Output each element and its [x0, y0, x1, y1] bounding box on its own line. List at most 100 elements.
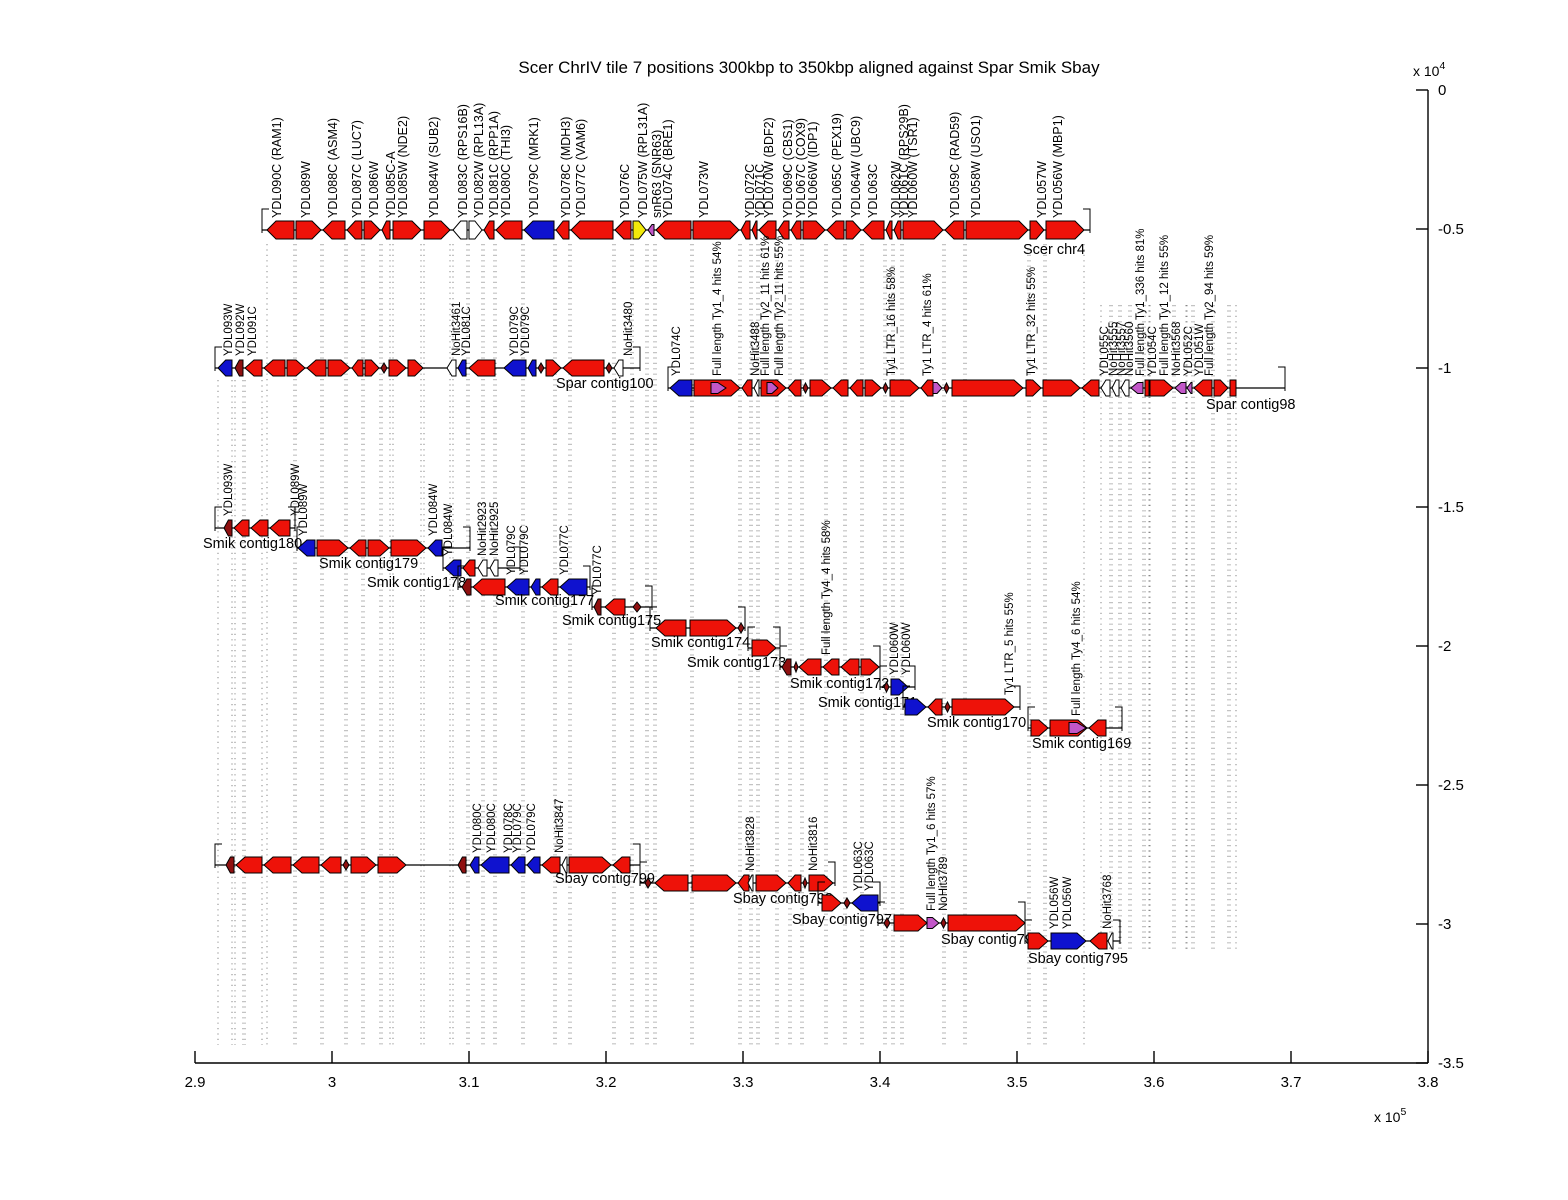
gene-arrow	[377, 856, 407, 874]
nohit-arrow	[1111, 379, 1120, 397]
gene-arrow	[225, 856, 235, 874]
feature-label: YDL081C (RPP1A)	[487, 111, 501, 218]
gene-arrow	[965, 220, 1029, 240]
feature-label: YDL069C (CBS1)	[781, 119, 795, 218]
gene-arrow	[883, 917, 891, 929]
gene-arrow	[530, 578, 541, 596]
gene-arrow	[692, 220, 740, 240]
feature-label: YDL079C	[520, 306, 532, 356]
gene-arrow	[423, 220, 451, 240]
gene-arrow	[614, 220, 632, 240]
nohit-arrow	[1100, 379, 1111, 397]
nohit-arrow	[613, 359, 624, 377]
feature-label: NoHit3568	[1171, 322, 1183, 376]
contig-bracket-left	[667, 366, 675, 391]
gene-arrow	[593, 598, 602, 616]
feature-label: YDL071C	[753, 164, 767, 218]
feature-label: Full length Ty1_6 hits 57%	[926, 776, 938, 911]
gene-arrow	[689, 619, 737, 637]
feature-label: YDL060W (TSR1)	[906, 117, 920, 218]
y-tick-label: -0.5	[1438, 221, 1464, 238]
gene-arrow	[306, 359, 327, 377]
gene-arrow	[346, 220, 363, 240]
feature-label: NoHit3480	[623, 302, 635, 356]
contig-bracket-left	[817, 881, 825, 906]
track-sbay-contig795: YDL056W YDL056W NoHit3768 Sbay contig795	[1024, 875, 1128, 967]
nohit-arrow	[489, 559, 499, 577]
gene-arrow	[469, 856, 480, 874]
gene-arrow	[503, 359, 527, 377]
contig-name-label: Smik contig173	[687, 655, 786, 671]
contig-name-label: Smik contig169	[1032, 736, 1131, 752]
feature-label: YDL063C	[866, 164, 880, 218]
contig-bracket-right	[828, 861, 836, 886]
contig-name-label: Sbay contig797	[792, 912, 892, 928]
feature-label: Full length Ty1_4 hits 54%	[712, 241, 724, 376]
contig-name-label: Smik contig177	[495, 593, 594, 609]
contig-name-label: Smik contig179	[319, 556, 418, 572]
contig-bracket-right	[1115, 706, 1123, 731]
gene-arrow	[864, 379, 882, 397]
ty-element-arrow	[932, 382, 943, 394]
nohit-arrow	[1107, 932, 1114, 950]
gene-arrow	[363, 220, 381, 240]
gene-arrow	[1144, 379, 1150, 397]
feature-label: Ty1 LTR_32 hits 55%	[1026, 267, 1038, 376]
gene-arrow	[468, 359, 496, 377]
feature-label: YDL051W	[1194, 323, 1206, 376]
gene-arrow	[483, 220, 495, 240]
feature-label: Full length Ty1_336 hits 81%	[1135, 229, 1147, 376]
feature-label: YDL070W (BDF2)	[762, 117, 776, 218]
gene-arrow	[1089, 932, 1108, 950]
gene-arrow	[462, 559, 476, 577]
gene-arrow	[612, 856, 631, 874]
y-tick-label: -2.5	[1438, 777, 1464, 794]
feature-label: YDL091C	[247, 306, 259, 356]
gene-arrow	[559, 578, 588, 596]
gene-arrow	[809, 379, 832, 397]
gene-arrow	[893, 220, 902, 240]
gene-arrow	[295, 220, 322, 240]
feature-label: YDL058W (USO1)	[969, 115, 983, 218]
track-smik-contig171: YDL060W YDL060W Smik contig171	[818, 622, 917, 711]
contig-name-label: Spar contig98	[1206, 397, 1295, 413]
feature-label: YDL072C	[743, 164, 757, 218]
feature-label: YDL079C	[509, 306, 521, 356]
contig-bracket-right	[908, 665, 916, 690]
feature-label: YDL056W (MBP1)	[1051, 115, 1065, 218]
contig-name-label: Smik contig180	[203, 536, 302, 552]
feature-label: YDL073W	[697, 161, 711, 218]
feature-label: Ty1 LTR_4 hits 61%	[922, 273, 934, 376]
gene-arrow	[541, 856, 561, 874]
gene-arrow	[292, 856, 320, 874]
feature-label: YDL082W (RPL13A)	[472, 103, 486, 218]
y-tick-label: -1	[1438, 360, 1451, 377]
gene-arrow	[940, 916, 947, 930]
gene-arrow	[322, 220, 346, 240]
x-axis-exponent: x 105	[1374, 1106, 1406, 1125]
feature-label: YDL080C	[486, 803, 498, 853]
gene-arrow	[320, 856, 342, 874]
feature-label: YDL092W	[235, 303, 247, 356]
gene-arrow	[808, 874, 834, 892]
y-axis: 0 -0.5 -1 -1.5 -2 -2.5 -3 -3.5 x 104	[1413, 60, 1464, 1072]
gene-arrow	[632, 601, 642, 613]
gene-arrow	[1193, 379, 1213, 397]
feature-label: YDL074C	[671, 326, 683, 376]
contig-bracket-left	[649, 606, 657, 631]
feature-label: NoHit3557	[1116, 322, 1128, 376]
feature-label: YDL078C	[503, 803, 515, 853]
contig-bracket-left	[877, 901, 885, 926]
gene-arrow	[654, 874, 689, 892]
track-spar-contig98: YDL074C Full length Ty1_4 hits 54% NoHit34…	[667, 229, 1295, 413]
contig-bracket-right	[1278, 366, 1286, 391]
feature-label: NoHit3555	[1108, 322, 1120, 376]
feature-label: YDL078C (MDH3)	[559, 117, 573, 218]
y-tick-label: -2	[1438, 638, 1451, 655]
gene-arrow	[349, 539, 367, 557]
feature-label: YDL065C (PEX19)	[830, 113, 844, 218]
gene-arrow	[1229, 379, 1237, 397]
gene-arrow	[234, 359, 244, 377]
gene-arrow	[885, 220, 893, 240]
